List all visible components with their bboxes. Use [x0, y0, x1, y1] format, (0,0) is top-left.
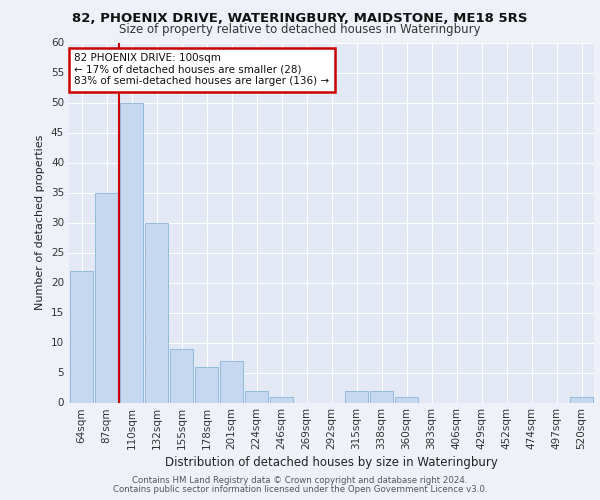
- Bar: [370, 390, 393, 402]
- Text: Contains public sector information licensed under the Open Government Licence v3: Contains public sector information licen…: [113, 485, 487, 494]
- Bar: [95, 192, 118, 402]
- Text: 82, PHOENIX DRIVE, WATERINGBURY, MAIDSTONE, ME18 5RS: 82, PHOENIX DRIVE, WATERINGBURY, MAIDSTO…: [72, 12, 528, 26]
- Bar: [245, 390, 268, 402]
- Bar: [120, 102, 143, 403]
- Bar: [395, 396, 418, 402]
- Bar: [70, 270, 93, 402]
- Bar: [570, 396, 593, 402]
- Bar: [220, 360, 243, 403]
- Bar: [170, 348, 193, 403]
- Y-axis label: Number of detached properties: Number of detached properties: [35, 135, 46, 310]
- Text: Size of property relative to detached houses in Wateringbury: Size of property relative to detached ho…: [119, 22, 481, 36]
- X-axis label: Distribution of detached houses by size in Wateringbury: Distribution of detached houses by size …: [165, 456, 498, 469]
- Bar: [345, 390, 368, 402]
- Bar: [145, 222, 168, 402]
- Bar: [270, 396, 293, 402]
- Bar: [195, 366, 218, 402]
- Text: 82 PHOENIX DRIVE: 100sqm
← 17% of detached houses are smaller (28)
83% of semi-d: 82 PHOENIX DRIVE: 100sqm ← 17% of detach…: [74, 54, 329, 86]
- Text: Contains HM Land Registry data © Crown copyright and database right 2024.: Contains HM Land Registry data © Crown c…: [132, 476, 468, 485]
